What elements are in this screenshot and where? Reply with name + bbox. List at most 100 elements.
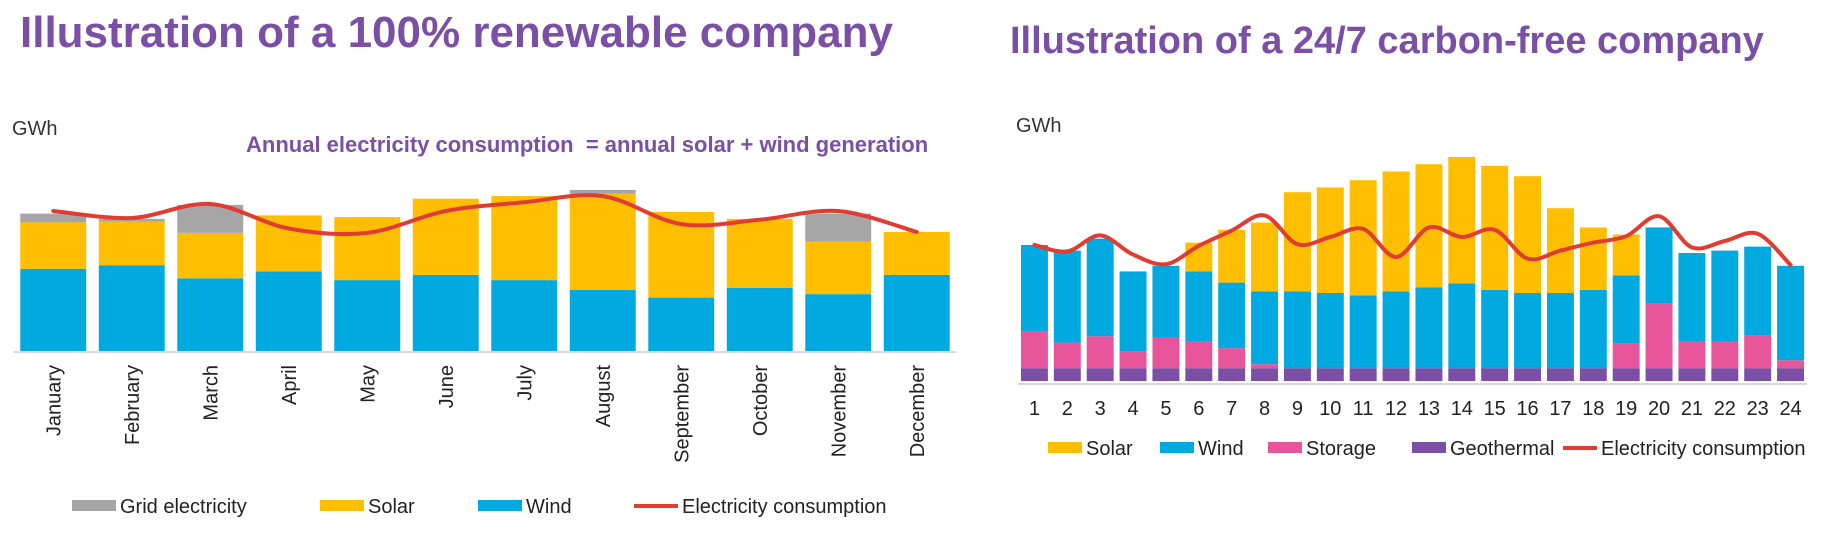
series-wind [20,265,950,351]
bar-geothermal-2 [1053,368,1081,381]
x-tick-label: 13 [1418,398,1440,420]
series-solar [1185,157,1640,296]
bar-solar-16 [1514,176,1542,293]
bar-storage-3 [1086,336,1114,369]
legend-item-electricity-consumption: Electricity consumption [634,496,887,518]
bar-wind-21 [1678,253,1706,341]
bar-geothermal-6 [1185,368,1213,381]
x-tick-label: 10 [1319,398,1341,420]
bar-wind-20 [1645,227,1673,304]
x-tick-label: March [200,365,222,421]
bar-geothermal-18 [1579,368,1607,381]
bar-solar-14 [1448,157,1476,284]
y-unit-label: GWh [1016,115,1062,137]
series-storage [1020,303,1805,369]
legend-item-storage: Storage [1268,438,1376,460]
bar-wind-16 [1514,293,1542,369]
x-tick-label: 24 [1779,398,1801,420]
x-tick-label: April [279,365,301,405]
x-tick-label: 12 [1385,398,1407,420]
legend-label: Geothermal [1450,438,1555,460]
bar-wind-november [805,294,872,351]
bar-geothermal-17 [1546,368,1574,381]
bar-geothermal-21 [1678,368,1706,381]
x-tick-label: 11 [1353,398,1374,420]
bar-storage-5 [1152,337,1180,369]
series-wind [1020,227,1805,369]
x-tick-label: 5 [1160,398,1171,420]
x-tick-label: November [828,365,850,458]
bar-wind-12 [1382,291,1410,369]
bar-wind-february [98,265,165,351]
x-tick-label: June [436,365,458,408]
bar-wind-24 [1777,265,1805,361]
legend-item-solar: Solar [320,496,415,518]
legend-label: Storage [1306,438,1376,460]
bar-storage-23 [1744,335,1772,369]
bar-wind-may [334,280,401,351]
x-tick-label: 16 [1516,398,1538,420]
bar-geothermal-12 [1382,368,1410,381]
legend-item-solar: Solar [1048,438,1133,460]
bar-solar-18 [1579,227,1607,290]
bar-geothermal-8 [1251,368,1279,381]
bar-wind-11 [1349,295,1377,369]
x-tick-label: 15 [1484,398,1506,420]
legend-item-wind: Wind [1160,438,1244,460]
series-solar [20,193,950,298]
bar-solar-12 [1382,171,1410,292]
x-tick-label: 19 [1615,398,1637,420]
bar-geothermal-11 [1349,368,1377,381]
bar-solar-april [255,215,322,272]
legend-swatch [1160,442,1194,453]
bar-grid-electricity-february [98,218,165,222]
bar-geothermal-15 [1481,368,1509,381]
bar-wind-15 [1481,289,1509,369]
x-tick-label: August [593,365,615,428]
legend-swatch [320,500,364,511]
legend-label: Solar [1086,438,1133,460]
bar-wind-january [20,268,87,351]
legend-label: Electricity consumption [1601,438,1806,460]
bar-geothermal-7 [1218,368,1246,381]
x-tick-label: 20 [1648,398,1670,420]
legend-label: Wind [526,496,572,518]
bar-geothermal-23 [1744,368,1772,381]
x-tick-label: 9 [1292,398,1303,420]
bar-wind-13 [1415,287,1443,369]
legend-item-grid-electricity: Grid electricity [72,496,247,518]
bar-wind-august [569,289,636,351]
bar-geothermal-22 [1711,368,1739,381]
x-tick-label: 14 [1451,398,1473,420]
bar-storage-7 [1218,348,1246,369]
legend-label: Electricity consumption [682,496,887,518]
bar-storage-20 [1645,303,1673,369]
series-geothermal [1020,368,1805,381]
bar-wind-23 [1744,246,1772,336]
legend-item-electricity-consumption: Electricity consumption [1563,438,1806,460]
bar-wind-4 [1119,271,1147,352]
x-tick-label: December [907,365,929,458]
bar-solar-november [805,241,872,295]
x-tick-label: 22 [1714,398,1736,420]
x-tick-label: 7 [1226,398,1237,420]
bar-storage-4 [1119,351,1147,369]
x-tick-label: January [43,365,65,436]
bar-wind-19 [1612,275,1640,344]
bar-wind-10 [1316,293,1344,369]
x-tick-label: 6 [1193,398,1204,420]
bar-geothermal-24 [1777,368,1805,381]
bar-wind-6 [1185,271,1213,341]
legend-item-wind: Wind [478,496,572,518]
bar-wind-8 [1251,291,1279,365]
x-tick-label: 2 [1062,398,1073,420]
bar-storage-19 [1612,343,1640,369]
bar-storage-1 [1020,331,1048,369]
x-tick-label: 21 [1681,398,1703,420]
x-tick-label: October [750,365,772,436]
bar-geothermal-13 [1415,368,1443,381]
x-tick-label: February [122,365,144,445]
bar-grid-electricity-november [805,213,872,242]
bar-solar-july [491,196,558,281]
series-grid-electricity [20,190,872,242]
